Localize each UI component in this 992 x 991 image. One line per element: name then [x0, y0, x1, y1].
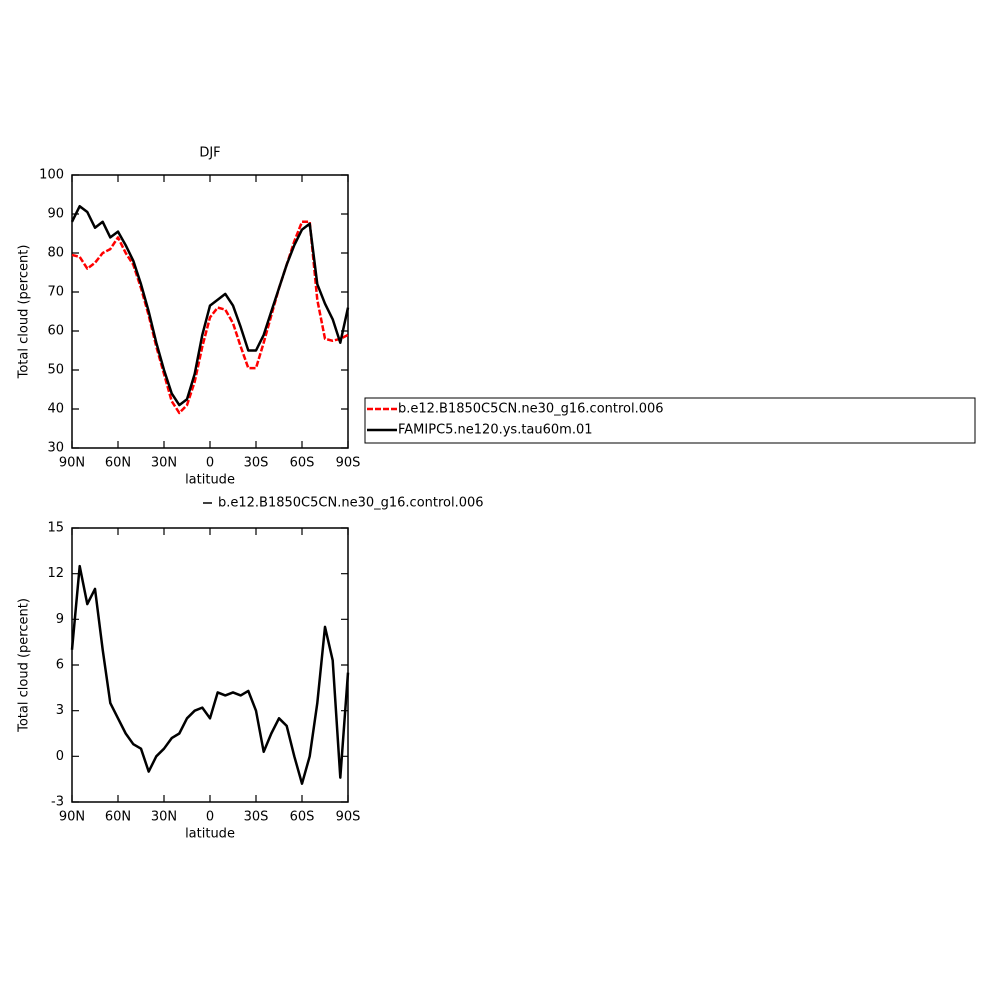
- x-tick-label: 60S: [290, 810, 315, 825]
- x-axis-label: latitude: [185, 827, 235, 842]
- y-tick-label: 15: [47, 521, 64, 536]
- y-tick-label: 100: [39, 168, 64, 183]
- x-tick-label: 90S: [336, 810, 361, 825]
- y-tick-label: 90: [47, 207, 64, 222]
- legend-label: b.e12.B1850C5CN.ne30_g16.control.006: [218, 496, 484, 511]
- x-tick-label: 0: [206, 810, 214, 825]
- y-tick-label: 50: [47, 363, 64, 378]
- y-tick-label: 12: [47, 566, 64, 581]
- x-tick-label: 60N: [105, 810, 131, 825]
- x-tick-label: 60N: [105, 456, 131, 471]
- plot-frame: [71, 174, 349, 449]
- y-axis-label: Total cloud (percent): [17, 245, 32, 380]
- x-axis-label: latitude: [185, 473, 235, 488]
- x-tick-label: 30S: [244, 810, 269, 825]
- y-tick-label: 3: [56, 703, 64, 718]
- chart-title: DJF: [199, 146, 220, 161]
- y-tick-label: 9: [56, 612, 64, 627]
- y-tick-label: 0: [56, 749, 64, 764]
- y-tick-label: 80: [47, 246, 64, 261]
- x-tick-label: 30S: [244, 456, 269, 471]
- x-tick-label: 90N: [59, 810, 85, 825]
- data-line: [70, 564, 350, 785]
- y-tick-label: 6: [56, 658, 64, 673]
- data-line: [70, 204, 350, 407]
- x-tick-label: 90S: [336, 456, 361, 471]
- x-tick-label: 0: [206, 456, 214, 471]
- y-tick-label: 40: [47, 402, 64, 417]
- y-tick-label: 30: [47, 441, 64, 456]
- data-line: [71, 220, 349, 415]
- legend-box: [364, 397, 976, 444]
- legend-label: FAMIPC5.ne120.ys.tau60m.01: [398, 423, 593, 438]
- x-tick-label: 60S: [290, 456, 315, 471]
- x-tick-label: 90N: [59, 456, 85, 471]
- y-tick-label: 60: [47, 324, 64, 339]
- y-tick-label: -3: [51, 795, 64, 810]
- y-tick-label: 70: [47, 285, 64, 300]
- x-tick-label: 30N: [151, 456, 177, 471]
- x-tick-label: 30N: [151, 810, 177, 825]
- legend-label: b.e12.B1850C5CN.ne30_g16.control.006: [398, 402, 664, 417]
- y-axis-label: Total cloud (percent): [17, 598, 32, 733]
- plot-frame: [71, 527, 349, 803]
